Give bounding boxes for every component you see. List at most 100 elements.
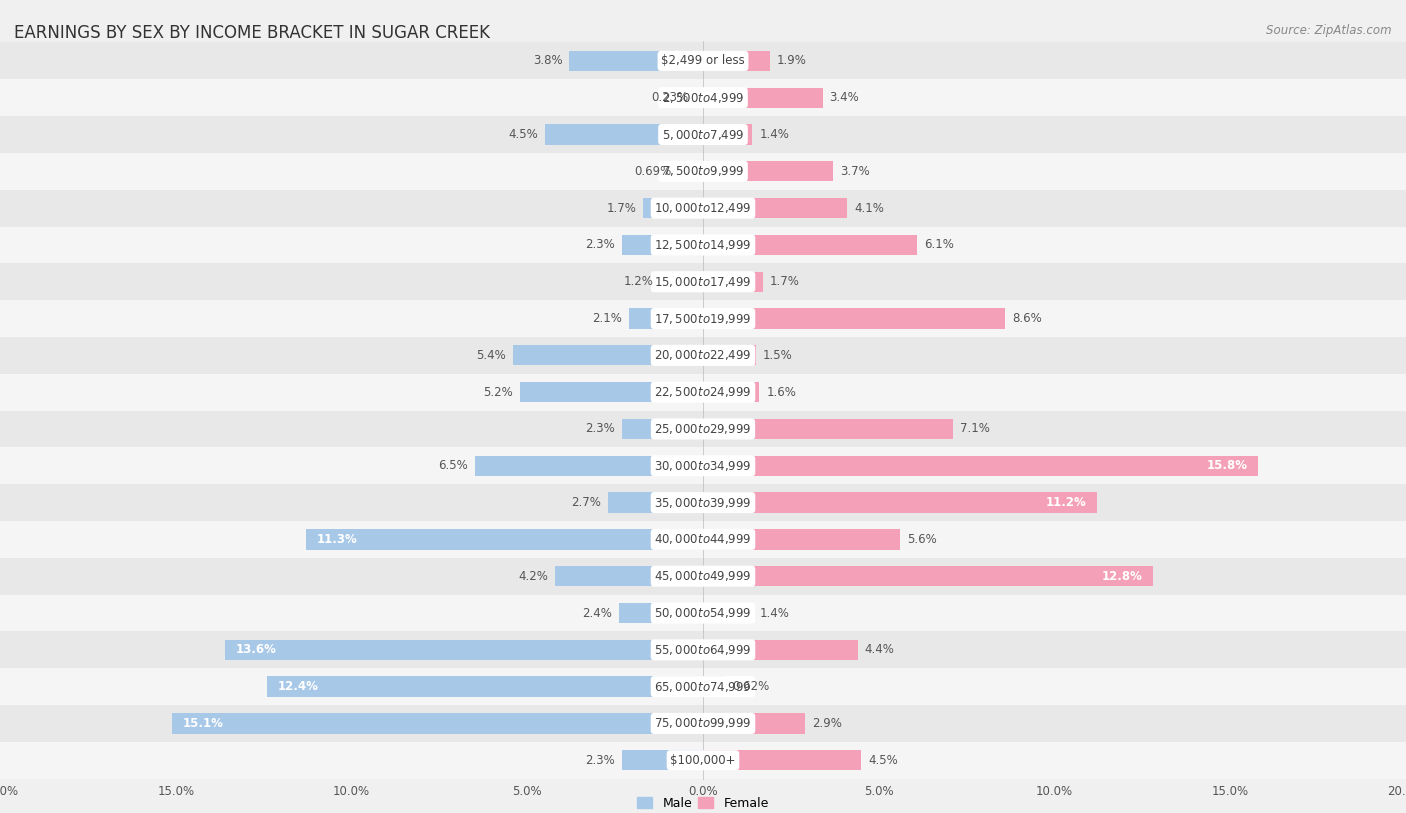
Bar	[513, 346, 703, 366]
Bar	[0, 263, 1406, 300]
Bar	[0, 485, 1406, 521]
Bar	[661, 272, 703, 292]
Text: 2.3%: 2.3%	[585, 238, 616, 251]
Bar	[703, 455, 1258, 476]
Bar	[703, 88, 823, 108]
Text: $2,499 or less: $2,499 or less	[661, 54, 745, 67]
Bar	[703, 529, 900, 550]
Bar	[621, 750, 703, 771]
Text: Source: ZipAtlas.com: Source: ZipAtlas.com	[1267, 24, 1392, 37]
Text: 1.2%: 1.2%	[624, 276, 654, 289]
Text: 1.4%: 1.4%	[759, 128, 789, 141]
Bar	[609, 493, 703, 513]
Text: 11.3%: 11.3%	[316, 533, 357, 546]
Bar	[0, 80, 1406, 116]
Text: 13.6%: 13.6%	[236, 643, 277, 656]
Bar	[173, 713, 703, 733]
Text: 5.6%: 5.6%	[907, 533, 936, 546]
Text: $55,000 to $64,999: $55,000 to $64,999	[654, 643, 752, 657]
Text: 5.2%: 5.2%	[484, 385, 513, 398]
Text: $17,500 to $19,999: $17,500 to $19,999	[654, 311, 752, 325]
Text: $2,500 to $4,999: $2,500 to $4,999	[662, 91, 744, 105]
Text: 0.62%: 0.62%	[731, 680, 769, 693]
Bar	[475, 455, 703, 476]
Bar	[703, 493, 1097, 513]
Text: $15,000 to $17,499: $15,000 to $17,499	[654, 275, 752, 289]
Bar	[703, 198, 846, 218]
Bar	[695, 88, 703, 108]
Text: 1.4%: 1.4%	[759, 606, 789, 620]
Bar	[0, 116, 1406, 153]
Text: 2.3%: 2.3%	[585, 754, 616, 767]
Text: $22,500 to $24,999: $22,500 to $24,999	[654, 385, 752, 399]
Bar	[703, 640, 858, 660]
Legend: Male, Female: Male, Female	[633, 792, 773, 813]
Bar	[619, 603, 703, 623]
Text: $7,500 to $9,999: $7,500 to $9,999	[662, 164, 744, 178]
Text: 11.2%: 11.2%	[1046, 496, 1087, 509]
Bar	[703, 346, 756, 366]
Bar	[621, 419, 703, 439]
Text: 4.5%: 4.5%	[508, 128, 537, 141]
Bar	[679, 161, 703, 181]
Bar	[0, 300, 1406, 337]
Bar	[630, 308, 703, 328]
Bar	[520, 382, 703, 402]
Bar	[703, 382, 759, 402]
Bar	[703, 161, 832, 181]
Text: 15.8%: 15.8%	[1206, 459, 1249, 472]
Bar	[225, 640, 703, 660]
Text: 8.6%: 8.6%	[1012, 312, 1042, 325]
Bar	[703, 419, 953, 439]
Bar	[703, 750, 860, 771]
Text: 4.1%: 4.1%	[855, 202, 884, 215]
Bar	[703, 272, 762, 292]
Bar	[0, 521, 1406, 558]
Bar	[0, 447, 1406, 485]
Bar	[703, 124, 752, 145]
Text: 0.23%: 0.23%	[651, 91, 688, 104]
Bar	[703, 235, 917, 255]
Text: 3.8%: 3.8%	[533, 54, 562, 67]
Bar	[307, 529, 703, 550]
Bar	[0, 227, 1406, 263]
Text: $35,000 to $39,999: $35,000 to $39,999	[654, 496, 752, 510]
Text: $100,000+: $100,000+	[671, 754, 735, 767]
Bar	[0, 337, 1406, 374]
Text: 6.1%: 6.1%	[925, 238, 955, 251]
Text: 5.4%: 5.4%	[477, 349, 506, 362]
Bar	[703, 603, 752, 623]
Text: 0.69%: 0.69%	[634, 165, 672, 178]
Bar	[0, 374, 1406, 411]
Bar	[703, 713, 804, 733]
Bar	[644, 198, 703, 218]
Text: $25,000 to $29,999: $25,000 to $29,999	[654, 422, 752, 436]
Text: 4.4%: 4.4%	[865, 643, 894, 656]
Text: 2.9%: 2.9%	[813, 717, 842, 730]
Text: $30,000 to $34,999: $30,000 to $34,999	[654, 459, 752, 473]
Text: $20,000 to $22,499: $20,000 to $22,499	[654, 348, 752, 363]
Text: 2.7%: 2.7%	[571, 496, 602, 509]
Text: 4.2%: 4.2%	[519, 570, 548, 583]
Text: 1.6%: 1.6%	[766, 385, 796, 398]
Text: 12.4%: 12.4%	[278, 680, 319, 693]
Bar	[621, 235, 703, 255]
Bar	[703, 308, 1005, 328]
Bar	[569, 50, 703, 71]
Text: 2.4%: 2.4%	[582, 606, 612, 620]
Text: $45,000 to $49,999: $45,000 to $49,999	[654, 569, 752, 583]
Text: 3.7%: 3.7%	[841, 165, 870, 178]
Bar	[0, 632, 1406, 668]
Text: 1.9%: 1.9%	[778, 54, 807, 67]
Bar	[0, 594, 1406, 632]
Bar	[0, 705, 1406, 741]
Text: $65,000 to $74,999: $65,000 to $74,999	[654, 680, 752, 693]
Bar	[703, 50, 770, 71]
Text: 1.7%: 1.7%	[606, 202, 637, 215]
Text: 3.4%: 3.4%	[830, 91, 859, 104]
Text: 15.1%: 15.1%	[183, 717, 224, 730]
Bar	[546, 124, 703, 145]
Text: 12.8%: 12.8%	[1101, 570, 1142, 583]
Text: $12,500 to $14,999: $12,500 to $14,999	[654, 238, 752, 252]
Bar	[0, 411, 1406, 447]
